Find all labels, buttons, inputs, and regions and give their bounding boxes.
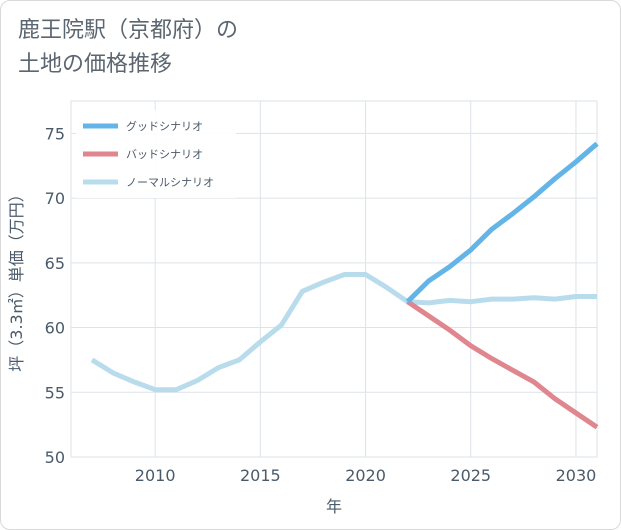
legend-label: バッドシナリオ bbox=[126, 148, 203, 161]
x-tick-label: 2025 bbox=[450, 466, 491, 485]
x-tick-label: 2010 bbox=[135, 466, 176, 485]
series-line bbox=[90, 272, 597, 393]
y-tick-label: 55 bbox=[45, 383, 65, 402]
y-axis-title: 坪（3.3㎡）単価（万円） bbox=[7, 186, 26, 371]
series-line bbox=[405, 141, 599, 304]
legend-label: ノーマルシナリオ bbox=[126, 176, 214, 189]
x-tick-label: 2030 bbox=[556, 466, 597, 485]
y-tick-labels: 50 55 60 65 70 75 bbox=[45, 124, 65, 467]
x-tick-labels: 2010 2015 2020 2025 2030 bbox=[135, 466, 597, 485]
legend-label: グッドシナリオ bbox=[126, 119, 203, 133]
y-tick-label: 65 bbox=[45, 254, 65, 273]
x-tick-label: 2015 bbox=[240, 466, 281, 485]
series-line bbox=[406, 299, 599, 430]
x-axis-title: 年 bbox=[326, 497, 342, 516]
y-tick-label: 50 bbox=[45, 448, 65, 467]
series-layer bbox=[90, 141, 599, 430]
grid-lines bbox=[71, 101, 597, 458]
y-tick-label: 60 bbox=[45, 319, 65, 338]
y-tick-label: 75 bbox=[45, 124, 65, 143]
chart-title: 鹿王院駅（京都府）の 土地の価格推移 bbox=[18, 18, 239, 77]
x-tick-label: 2020 bbox=[345, 466, 386, 485]
y-tick-label: 70 bbox=[45, 189, 65, 208]
